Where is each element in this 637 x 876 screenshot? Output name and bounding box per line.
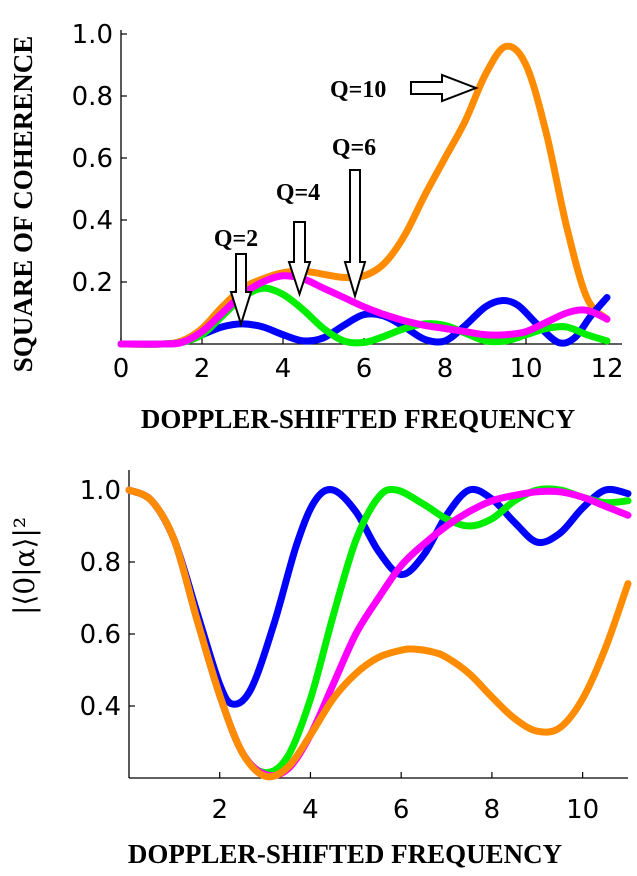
q2-arrow <box>229 253 253 328</box>
q10-arrow <box>410 73 479 103</box>
chart2-x-tick-label: 6 <box>393 795 410 825</box>
chart2-y-tick-label: 0.8 <box>80 548 121 578</box>
chart2-series-line <box>125 486 632 781</box>
chart1-y-axis-label: SQUARE OF COHERENCE <box>8 36 38 373</box>
chart2-x-tick-label: 2 <box>211 795 228 825</box>
chart1-x-tick-label: 0 <box>113 354 130 384</box>
chart1-x-tick-label: 8 <box>437 354 454 384</box>
coherence-chart: 0 2 4 6 8 10 12 0.2 0.4 0.6 0.8 1.0 DOPPLER-SHIFTE… <box>8 20 624 434</box>
chart1-x-tick-label: 12 <box>590 354 623 384</box>
chart2-y-tick-label: 0.4 <box>80 692 121 722</box>
chart1-series-line <box>117 272 611 348</box>
q10-label: Q=10 <box>330 77 386 103</box>
chart1-y-tick-label: 1.0 <box>72 20 113 50</box>
q6-label: Q=6 <box>332 135 376 161</box>
chart1-x-tick-label: 2 <box>194 354 211 384</box>
chart1-y-tick-label: 0.6 <box>72 144 113 174</box>
chart1-x-tick-label: 6 <box>356 354 373 384</box>
chart2-x-tick-label: 4 <box>302 795 319 825</box>
chart1-y-tick-label: 0.4 <box>72 206 113 236</box>
chart1-y-tick-label: 0.2 <box>72 268 113 298</box>
chart2-y-tick-label: 0.6 <box>80 620 121 650</box>
q6-arrow <box>343 169 367 300</box>
q4-arrow <box>287 221 312 298</box>
chart1-x-tick-label: 4 <box>275 354 292 384</box>
chart2-x-axis-label: DOPPLER-SHIFTED FREQUENCY <box>128 839 562 869</box>
chart2-y-axis-label: |⟨0|α⟩|² <box>8 517 41 615</box>
vacuum-overlap-chart: 2 4 6 8 10 0.4 0.6 0.8 1.0 DOPPLER-SHIFTED FREQ… <box>8 470 632 869</box>
chart2-x-tick-label: 8 <box>484 795 501 825</box>
q4-label: Q=4 <box>276 180 320 206</box>
chart2-y-tick-label: 1.0 <box>80 476 121 506</box>
chart2-x-tick-label: 10 <box>566 795 599 825</box>
chart1-series-line <box>117 42 611 348</box>
q2-label: Q=2 <box>214 226 258 252</box>
chart1-y-tick-label: 0.8 <box>72 82 113 112</box>
chart1-x-tick-label: 10 <box>509 354 542 384</box>
chart1-x-axis-label: DOPPLER-SHIFTED FREQUENCY <box>141 404 575 434</box>
